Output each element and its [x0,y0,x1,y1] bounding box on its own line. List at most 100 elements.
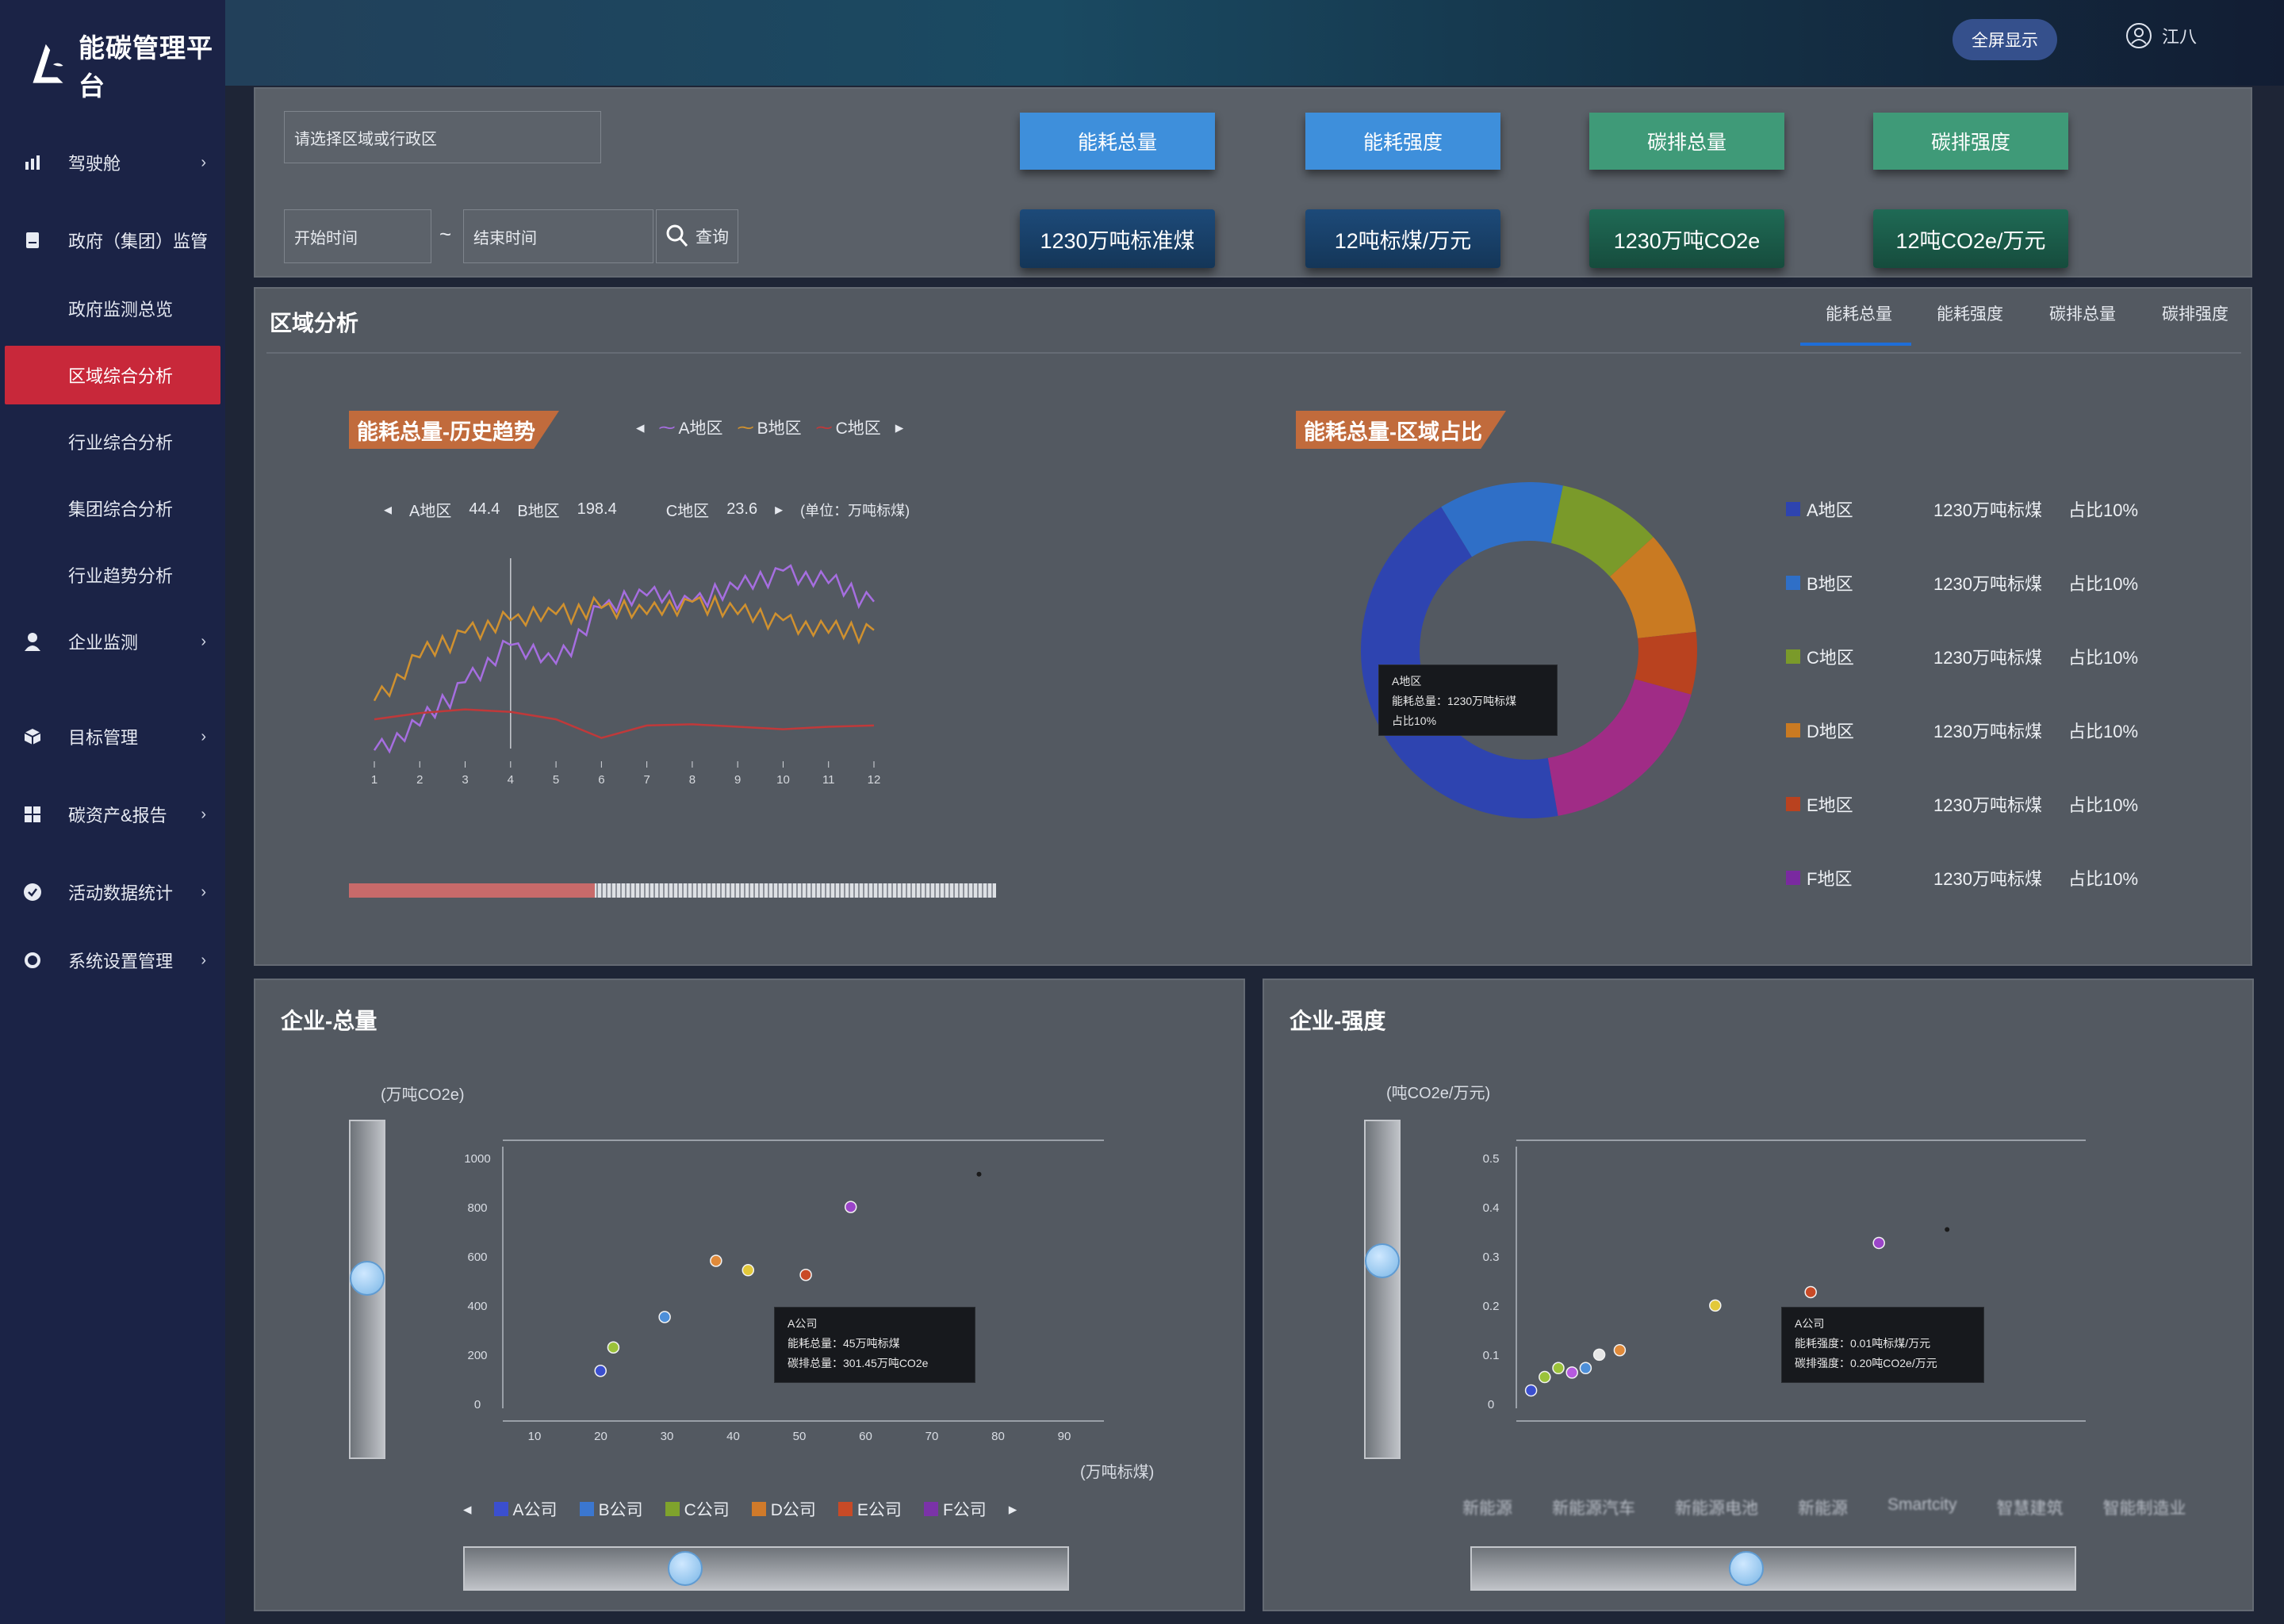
slider-knob[interactable] [1365,1243,1400,1278]
legend-item[interactable]: C公司 [665,1497,730,1521]
nav-label: 政府（集团）监管 [68,232,209,251]
kpi-carbon-intensity-button[interactable]: 碳排强度 [1873,113,2068,170]
y-tick-label: 400 [467,1300,487,1313]
trend-zoom-bar[interactable] [349,882,996,899]
readout-value: 198.4 [577,500,617,518]
end-date-input[interactable]: 结束时间 [463,209,653,263]
donut-slice-B地区 [1441,482,1563,557]
nav-carbon-assets[interactable]: 碳资产&报告 › [0,785,225,844]
enterprise-intensity-scatter[interactable]: 0.5 0.4 0.3 0.2 0.1 0 [1420,1099,2102,1464]
nav-cockpit[interactable]: 驾驶舱 › [0,133,225,192]
legend-prev-icon[interactable]: ◂ [636,418,645,437]
kpi-energy-total-button[interactable]: 能耗总量 [1020,113,1215,170]
legend-item[interactable]: 新能源汽车 [1552,1500,1635,1518]
region-row[interactable]: B地区 1230万吨标煤 占比10% [1786,567,2167,599]
legend-item[interactable]: 智慧建筑 [1996,1500,2064,1518]
fullscreen-button[interactable]: 全屏显示 [1953,19,2057,60]
tab-energy-intensity[interactable]: 能耗强度 [1937,305,2003,324]
region-row[interactable]: E地区 1230万吨标煤 占比10% [1786,788,2167,820]
x-tick-label: 6 [598,773,604,787]
subnav-label: 集团综合分析 [68,500,174,519]
panel-title: 企业-强度 [1290,1009,1386,1033]
region-donut-chart[interactable] [1355,476,1703,825]
y-tick-label: 600 [467,1251,487,1264]
x-zoom-slider[interactable] [1470,1546,2076,1591]
slider-knob[interactable] [668,1551,703,1586]
nav-enterprise[interactable]: 企业监测 › [0,612,225,671]
nav-targets[interactable]: 目标管理 › [0,707,225,766]
kpi-energy-intensity-button[interactable]: 能耗强度 [1305,113,1500,170]
legend-item[interactable]: 新能源 [1798,1500,1848,1518]
tooltip-line: A地区 [1392,675,1422,688]
scatter-point [844,1201,857,1213]
x-tick-label: 20 [594,1430,607,1443]
tab-carbon-intensity[interactable]: 碳排强度 [2162,305,2228,324]
tooltip-line: 碳排强度：0.20吨CO2e/万元 [1795,1357,1937,1369]
legend-item[interactable]: 智能制造业 [2102,1500,2186,1518]
user-menu[interactable]: 江八 [2125,22,2197,49]
region-share: 占比10% [2068,500,2139,520]
nav-activity-stats[interactable]: 活动数据统计 › [0,863,225,921]
kpi-carbon-total-button[interactable]: 碳排总量 [1589,113,1784,170]
legend-item-c[interactable]: ⁓ C地区 [816,416,881,439]
top-bar [225,0,2284,86]
y-zoom-slider[interactable] [349,1120,385,1459]
legend-item[interactable]: 新能源 [1462,1500,1512,1518]
trend-line-chart[interactable]: 1 2 3 4 5 6 7 8 9 10 11 12 [351,550,906,812]
slider-knob[interactable] [1729,1551,1764,1586]
legend-next-icon[interactable]: ▸ [1008,1500,1017,1519]
subnav-label: 政府监测总览 [68,300,174,320]
legend-prev-icon[interactable]: ◂ [463,1500,472,1519]
swatch [837,1502,853,1516]
y-tick-label: 0.3 [1483,1251,1500,1264]
legend-item[interactable]: 新能源电池 [1675,1500,1758,1518]
region-value: 1230万吨标煤 [1933,500,2042,520]
industry-legend: 新能源 新能源汽车 新能源电池 新能源 Smartcity 智慧建筑 智能制造业 [1462,1496,2186,1519]
subnav-region-analysis[interactable]: 区域综合分析 [5,346,220,404]
legend-next-icon[interactable]: ▸ [895,418,904,437]
legend-label: B地区 [757,419,802,438]
legend-item[interactable]: D公司 [751,1497,816,1521]
region-row[interactable]: F地区 1230万吨标煤 占比10% [1786,862,2167,894]
subnav-industry-analysis[interactable]: 行业综合分析 [5,412,220,471]
tab-carbon-total[interactable]: 碳排总量 [2049,305,2116,324]
readout-prev-icon[interactable]: ◂ [384,501,393,519]
readout-next-icon[interactable]: ▸ [775,501,784,519]
scatter-point [710,1254,722,1267]
legend-item[interactable]: E公司 [837,1497,902,1521]
swatch [1786,649,1800,664]
region-select[interactable]: 请选择区域或行政区 [284,111,601,163]
region-row[interactable]: D地区 1230万吨标煤 占比10% [1786,714,2167,746]
x-tick-label: 7 [643,773,650,787]
subnav-group-analysis[interactable]: 集团综合分析 [5,479,220,538]
x-tick-label: 9 [734,773,741,787]
legend-label: A地区 [678,419,723,438]
x-tick-label: 70 [925,1430,939,1443]
chevron-right-icon: › [201,632,206,650]
logo[interactable]: 能碳管理平台 [29,27,225,103]
region-row[interactable]: C地区 1230万吨标煤 占比10% [1786,641,2167,672]
nav-government[interactable]: 政府（集团）监管 › [0,211,225,270]
start-date-input[interactable]: 开始时间 [284,209,431,263]
y-zoom-slider[interactable] [1364,1120,1401,1459]
legend-item[interactable]: Smartcity [1887,1496,1957,1514]
subnav-overview[interactable]: 政府监测总览 [5,279,220,338]
legend-item-a[interactable]: ⁓ A地区 [659,416,723,439]
legend-item[interactable]: B公司 [579,1497,643,1521]
y-tick-label: 0.2 [1483,1300,1500,1313]
line-swatch-icon: ⁓ [658,418,676,437]
tab-energy-total[interactable]: 能耗总量 [1826,305,1892,324]
x-zoom-slider[interactable] [463,1546,1069,1591]
nav-system-settings[interactable]: 系统设置管理 › [0,931,225,990]
scatter-point [1945,1227,1950,1232]
legend-item[interactable]: F公司 [923,1497,987,1521]
legend-item[interactable]: A公司 [493,1497,558,1521]
subnav-industry-trend[interactable]: 行业趋势分析 [5,546,220,604]
enterprise-total-scatter[interactable]: 1000 800 600 400 200 0 10 20 30 40 50 60 70 80 90 [406,1099,1120,1464]
legend-item-b[interactable]: ⁓ B地区 [738,416,802,439]
tooltip-line: 能耗总量：1230万吨标煤 [1392,695,1517,707]
region-row[interactable]: A地区 1230万吨标煤 占比10% [1786,493,2167,525]
donut-slice-E地区 [1634,631,1697,695]
search-button[interactable]: 查询 [656,209,738,263]
slider-knob[interactable] [350,1261,385,1296]
